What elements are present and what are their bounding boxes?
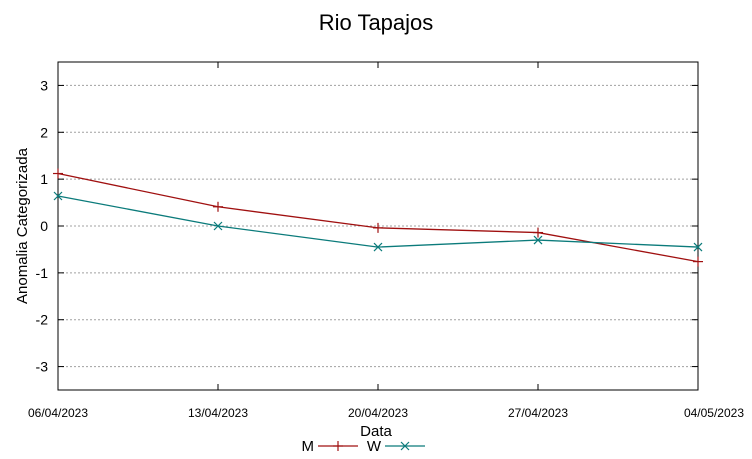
x-tick-label: 04/05/2023: [684, 406, 744, 420]
chart-title: Rio Tapajos: [319, 10, 434, 35]
x-tick-label: 20/04/2023: [348, 406, 408, 420]
x-axis-label: Data: [360, 423, 392, 440]
legend-marker-M: [333, 441, 343, 451]
data-point-M: [373, 222, 383, 233]
data-point-M: [533, 227, 543, 238]
data-point-M: [693, 256, 703, 267]
x-tick-label: 13/04/2023: [188, 406, 248, 420]
y-axis: 3 2 1 0 -1 -2 -3: [36, 77, 698, 375]
y-tick-label: 1: [40, 171, 48, 187]
x-tick-label: 27/04/2023: [508, 406, 568, 420]
data-point-W: [213, 221, 223, 231]
data-point-M: [213, 201, 223, 212]
y-tick-label: 2: [40, 124, 48, 140]
data-point-M: [53, 168, 63, 179]
x-tick-label: 06/04/2023: [28, 406, 88, 420]
data-point-W: [693, 242, 703, 252]
series-group: [53, 168, 703, 267]
data-point-W: [53, 191, 63, 201]
legend-marker-W: [400, 441, 410, 451]
legend-label-M: M: [302, 438, 315, 455]
y-tick-label: 3: [40, 77, 48, 93]
y-axis-label: Anomalia Categorizada: [14, 147, 31, 304]
x-axis: 06/04/2023 13/04/2023 20/04/2023 27/04/2023…: [28, 62, 744, 420]
legend-label-W: W: [367, 438, 382, 455]
data-point-W: [533, 235, 543, 245]
y-tick-label: -2: [36, 312, 49, 328]
y-tick-label: -1: [36, 265, 49, 281]
y-tick-label: 0: [40, 218, 48, 234]
y-tick-label: -3: [36, 359, 49, 375]
series-line-M: [57, 172, 699, 263]
series-line-W: [57, 195, 699, 248]
data-point-W: [373, 242, 383, 252]
